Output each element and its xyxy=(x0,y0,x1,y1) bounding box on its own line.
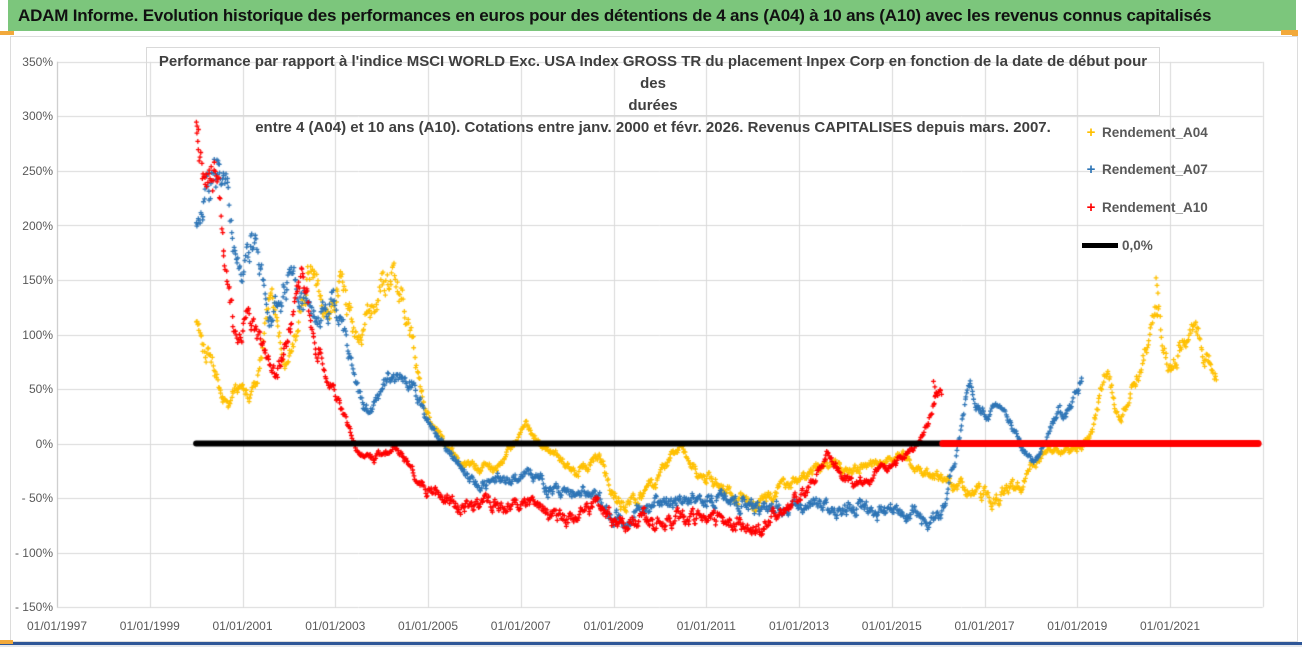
legend-label: Rendement_A10 xyxy=(1102,199,1208,215)
y-axis-tick: 200% xyxy=(22,218,53,233)
zero-line-swatch-icon xyxy=(1082,242,1118,248)
y-axis-tick: 250% xyxy=(22,164,53,178)
x-axis-tick: 01/01/2001 xyxy=(212,619,273,633)
chart-title-line-2: durées xyxy=(628,97,678,114)
plus-marker-icon: + xyxy=(1086,123,1096,141)
legend-label: Rendement_A04 xyxy=(1102,124,1208,140)
y-axis-tick: 100% xyxy=(22,327,53,342)
x-axis-tick: 01/01/2009 xyxy=(583,619,644,633)
legend-label: 0,0% xyxy=(1122,237,1153,253)
y-axis-tick: 50% xyxy=(28,382,53,397)
x-axis-tick: 01/01/2011 xyxy=(676,619,736,633)
x-axis-tick: 01/01/2017 xyxy=(954,619,1015,633)
plus-marker-icon: + xyxy=(1086,198,1096,216)
chart-title-line-3: entre 4 (A04) et 10 ans (A10). Cotations… xyxy=(255,119,1051,136)
chart-title-line-1: Performance par rapport à l'indice MSCI … xyxy=(158,53,1148,92)
legend-item-rendement-a10[interactable]: + Rendement_A10 xyxy=(1080,196,1208,218)
plus-marker-icon: + xyxy=(1086,160,1096,178)
y-axis-tick: - 150% xyxy=(14,600,53,615)
x-axis-tick: 01/01/1997 xyxy=(26,619,88,633)
x-axis-tick: 01/01/2021 xyxy=(1139,619,1201,633)
bottom-sheet-rule xyxy=(0,642,1302,645)
legend-item-zero-line[interactable]: 0,0% xyxy=(1082,234,1153,256)
legend-label: Rendement_A07 xyxy=(1102,161,1208,177)
y-axis-tick: 300% xyxy=(22,109,53,124)
chart-title-box[interactable]: Performance par rapport à l'indice MSCI … xyxy=(146,47,1160,136)
x-axis-tick: 01/01/2007 xyxy=(490,619,551,633)
x-axis-tick: 01/01/2005 xyxy=(397,619,459,633)
accent-mark-bottom-left xyxy=(0,640,13,644)
y-axis-tick: 150% xyxy=(22,273,53,287)
y-axis-tick: 350% xyxy=(22,54,53,69)
y-axis-tick: - 50% xyxy=(21,491,53,506)
x-axis-tick: 01/01/2015 xyxy=(861,619,922,633)
x-axis-tick: 01/01/2013 xyxy=(768,619,830,633)
x-axis-tick: 01/01/1999 xyxy=(119,619,180,633)
bottom-scroll-strip[interactable] xyxy=(0,645,1302,647)
x-axis-tick: 01/01/2003 xyxy=(305,619,366,633)
x-axis-tick: 01/01/2019 xyxy=(1047,619,1108,633)
legend-item-rendement-a04[interactable]: + Rendement_A04 xyxy=(1080,121,1208,143)
y-axis-tick: - 100% xyxy=(14,545,53,560)
y-axis-tick: 0% xyxy=(35,436,53,451)
legend-item-rendement-a07[interactable]: + Rendement_A07 xyxy=(1080,158,1208,180)
